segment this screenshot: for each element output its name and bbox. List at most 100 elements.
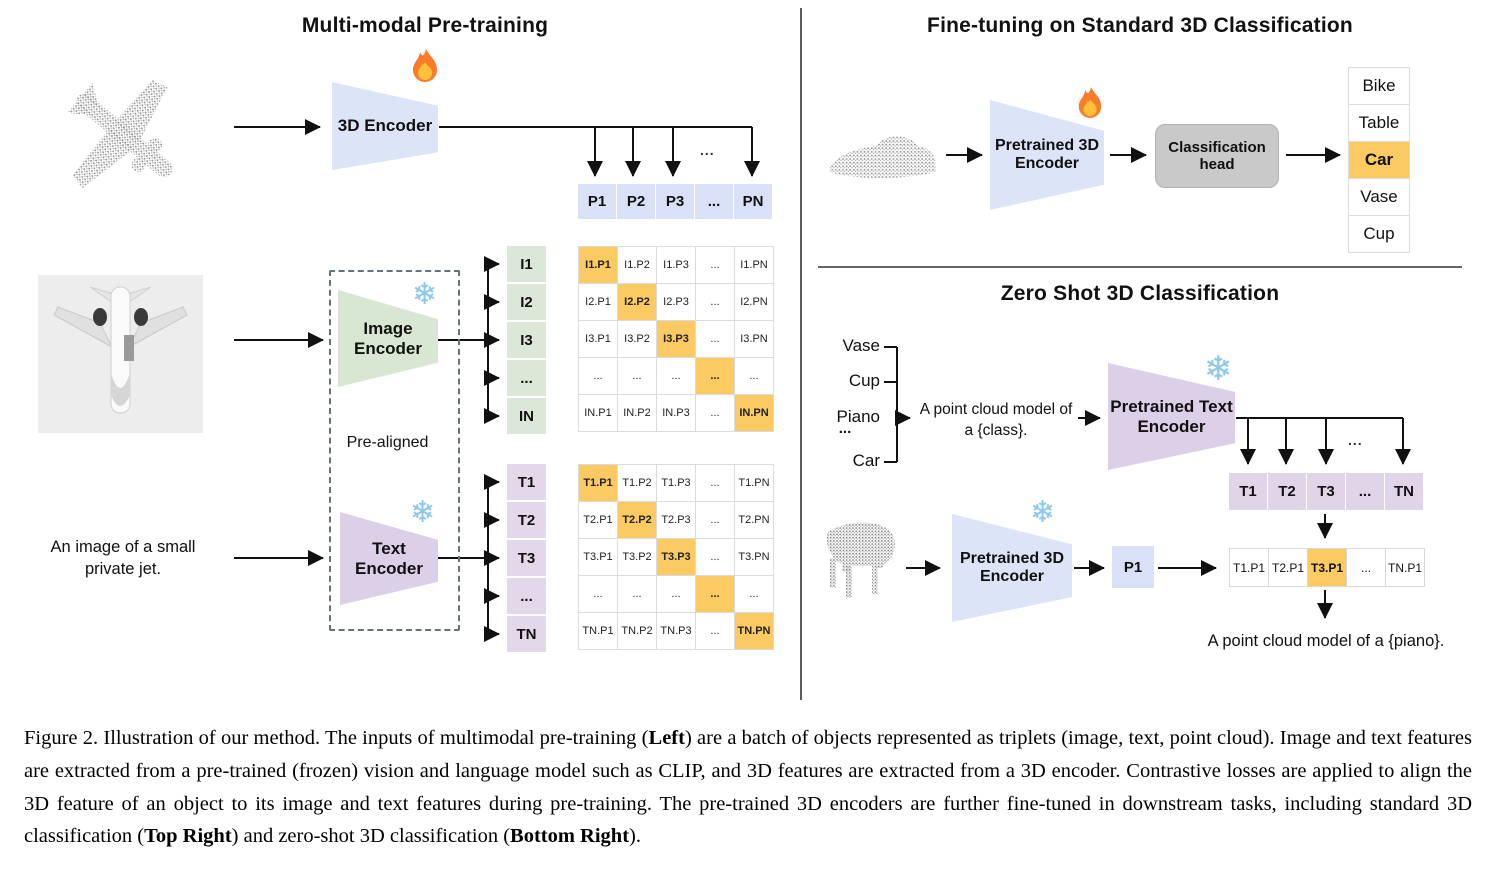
- cell: Car: [1348, 141, 1410, 179]
- matrix-cell: IN.P1: [579, 395, 618, 432]
- text-encoder-label: Text Encoder: [354, 538, 424, 578]
- cell: ...: [507, 360, 546, 396]
- pretrained-3d-encoder-label: Pretrained 3D Encoder: [994, 137, 1100, 172]
- car-point-cloud: [830, 136, 936, 178]
- airplane-point-cloud: [67, 79, 173, 189]
- prealigned-box: [329, 270, 460, 631]
- cell: T3: [1307, 473, 1345, 510]
- matrix-cell: I1.P3: [657, 247, 696, 284]
- caption-segment: ) are a batch of objects represented as …: [24, 727, 1473, 848]
- cell: I1: [507, 246, 546, 282]
- matrix-cell: TN.P2: [618, 613, 657, 650]
- matrix-cell: ...: [657, 358, 696, 395]
- cell: IN: [507, 398, 546, 434]
- prealigned-label: Pre-aligned: [346, 434, 429, 451]
- snowflake-icon: ❄: [1204, 350, 1233, 388]
- matrix-cell: T1.P3: [657, 465, 696, 502]
- zs-result-caption: A point cloud model of a {piano}.: [1207, 632, 1445, 650]
- matrix-cell: ...: [735, 358, 774, 395]
- zs-class-cup: Cup: [848, 371, 880, 390]
- matrix-cell: I3.P3: [657, 321, 696, 358]
- matrix-cell: I2.P3: [657, 284, 696, 321]
- cell: T2.P1: [1268, 548, 1308, 587]
- fire-icon: [1078, 87, 1102, 118]
- zs-class-vase: Vase: [842, 336, 881, 355]
- matrix-cell: IN.P3: [657, 395, 696, 432]
- cell: PN: [734, 184, 772, 219]
- matrix-cell: I3.P2: [618, 321, 657, 358]
- matrix-cell: I1.P1: [579, 247, 618, 284]
- matrix-cell: ...: [618, 576, 657, 613]
- caption-bold-segment: Top Right: [144, 825, 232, 848]
- matrix-cell: ...: [657, 576, 696, 613]
- cell: P3: [656, 184, 694, 219]
- matrix-cell: T2.PN: [735, 502, 774, 539]
- p-feature-row: P1 P2 P3... PN: [578, 184, 772, 219]
- matrix-cell: I1.P2: [618, 247, 657, 284]
- pretraining-title: Multi-modal Pre-training: [301, 14, 549, 37]
- cell: ...: [695, 184, 733, 219]
- cell: TN: [1385, 473, 1423, 510]
- matrix-cell: I2.PN: [735, 284, 774, 321]
- matrix-cell: I3.PN: [735, 321, 774, 358]
- matrix-cell: T2.P2: [618, 502, 657, 539]
- matrix-cell: ...: [618, 358, 657, 395]
- text-point-similarity-matrix: T1.P1 T1.P2 T1.P3... T1.PN T2.P1 T2.P2 T2.P3..…: [578, 464, 774, 650]
- image-text-caption: An image of a small private jet.: [50, 538, 196, 579]
- caption-segment: Figure 2. Illustration of our method. Th…: [24, 727, 649, 749]
- matrix-cell: ...: [696, 539, 735, 576]
- text-feature-column: T1 T2 T3... TN: [507, 464, 546, 652]
- class-list: Bike Table Car Vase Cup: [1348, 67, 1410, 253]
- caption-bold-segment: Bottom Right: [510, 825, 630, 848]
- matrix-cell: ...: [696, 613, 735, 650]
- matrix-cell: ...: [696, 321, 735, 358]
- zeroshot-title: Zero Shot 3D Classification: [1000, 282, 1280, 305]
- cell: Table: [1348, 104, 1410, 142]
- image-encoder-label: Image Encoder: [353, 318, 423, 358]
- matrix-cell: IN.PN: [735, 395, 774, 432]
- matrix-cell: I2.P1: [579, 284, 618, 321]
- cell: T2: [507, 502, 546, 538]
- matrix-cell: I1.PN: [735, 247, 774, 284]
- zs-class-ellipsis: ...: [838, 420, 852, 437]
- caption-bold-segment: Left: [648, 727, 685, 749]
- cell: ...: [1346, 548, 1386, 587]
- matrix-cell: T2.P3: [657, 502, 696, 539]
- pretrained-3d-encoder-zs-label: Pretrained 3D Encoder: [959, 550, 1065, 585]
- cell: ...: [1346, 473, 1384, 510]
- piano-point-cloud: [826, 522, 895, 598]
- zs-class-car: Car: [852, 451, 880, 470]
- cell: ...: [507, 578, 546, 614]
- prompt-text: A point cloud model of a {class}.: [919, 401, 1073, 439]
- cell: Vase: [1348, 178, 1410, 216]
- cell: T1: [507, 464, 546, 500]
- cell: T1: [1229, 473, 1267, 510]
- cell: T2: [1268, 473, 1306, 510]
- cell: Bike: [1348, 67, 1410, 105]
- matrix-cell: TN.P3: [657, 613, 696, 650]
- cell: T3.P1: [1307, 548, 1347, 587]
- pretrained-text-encoder-label: Pretrained Text Encoder: [1110, 396, 1233, 436]
- fire-icon: [413, 49, 437, 82]
- cell: P1: [578, 184, 616, 219]
- image-point-similarity-matrix: I1.P1 I1.P2 I1.P3... I1.PN I2.P1 I2.P2 I2.P3..…: [578, 246, 774, 432]
- matrix-cell: ...: [696, 284, 735, 321]
- matrix-cell: ...: [696, 465, 735, 502]
- matrix-cell: ...: [696, 358, 735, 395]
- matrix-cell: ...: [735, 576, 774, 613]
- matrix-cell: IN.P2: [618, 395, 657, 432]
- matrix-cell: ...: [579, 576, 618, 613]
- finetuning-title: Fine-tuning on Standard 3D Classificatio…: [927, 14, 1353, 37]
- cell: I2: [507, 284, 546, 320]
- matrix-cell: TN.P1: [579, 613, 618, 650]
- snowflake-icon: ❄: [412, 278, 438, 311]
- zs-result-row: T1.P1 T2.P1 T3.P1... TN.P1: [1229, 548, 1425, 587]
- classification-head-label: Classification head: [1168, 139, 1266, 173]
- matrix-cell: ...: [696, 502, 735, 539]
- matrix-cell: T2.P1: [579, 502, 618, 539]
- matrix-cell: T1.PN: [735, 465, 774, 502]
- caption-segment: ).: [629, 825, 641, 848]
- cell: TN.P1: [1385, 548, 1425, 587]
- pretrained-3d-encoder-zeroshot: Pretrained 3D Encoder: [952, 514, 1072, 622]
